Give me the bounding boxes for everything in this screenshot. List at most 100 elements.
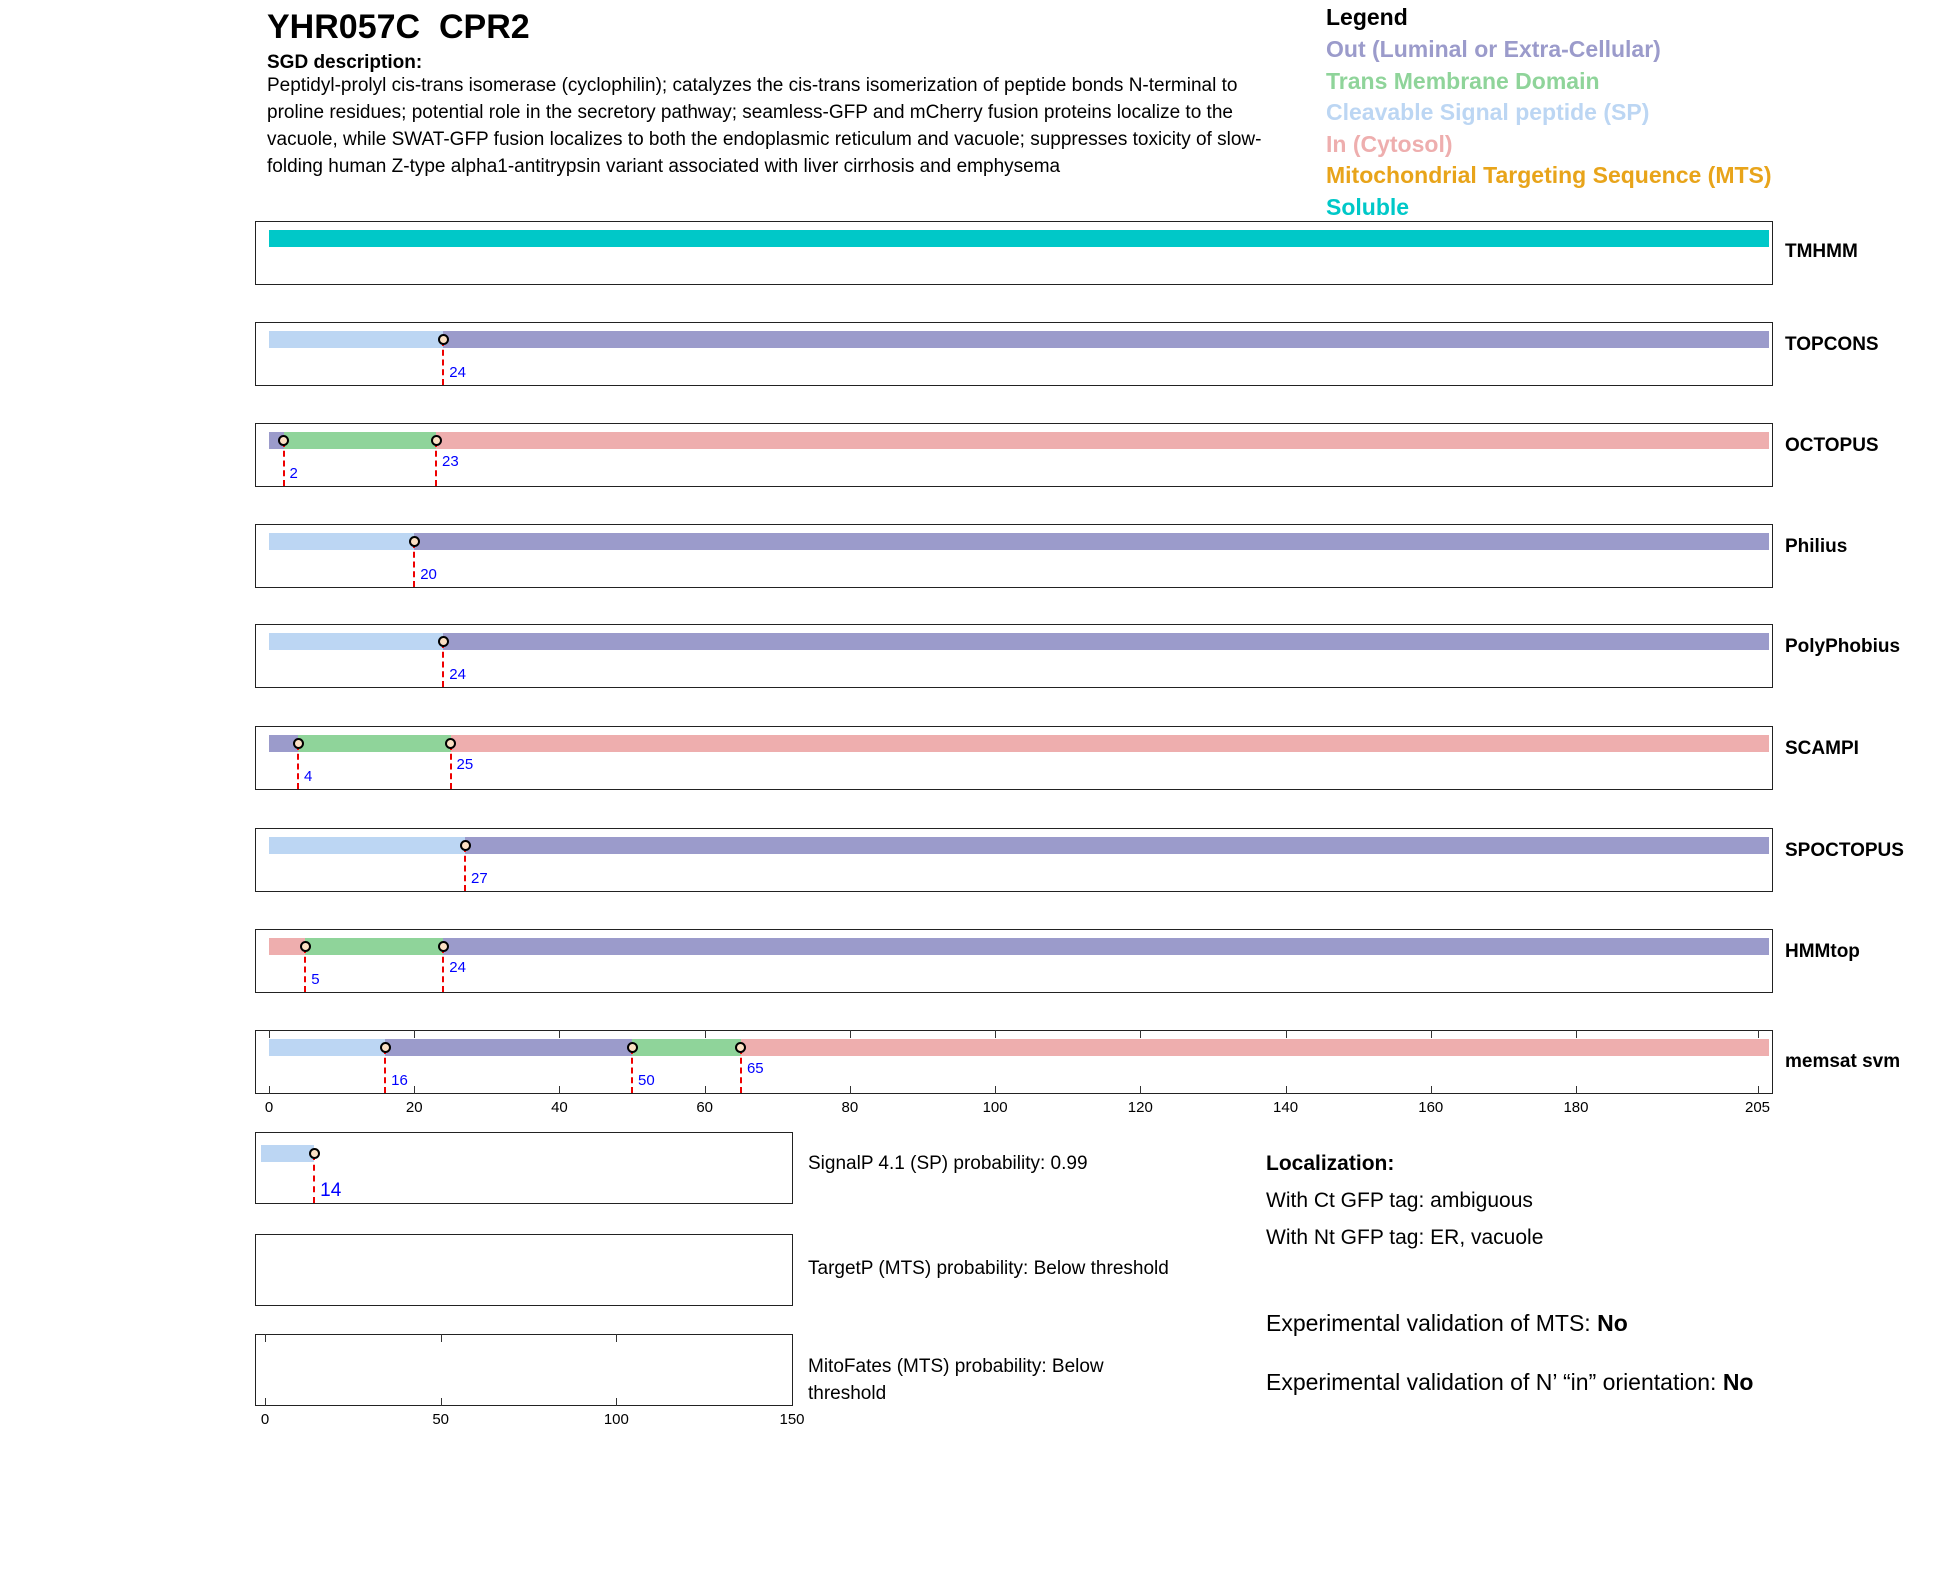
axis-tick (265, 1334, 266, 1342)
axis-tick (1285, 1030, 1287, 1038)
description-text: Peptidyl-prolyl cis-trans isomerase (cyc… (267, 75, 1262, 177)
axis-tick (559, 1030, 561, 1038)
marker-circle (437, 334, 449, 345)
track-label: SCAMPI (1785, 738, 1859, 759)
segment-sp (261, 1145, 315, 1162)
axis-tick (849, 1030, 851, 1038)
signalp-probability: SignalP 4.1 (SP) probability: 0.99 (808, 1153, 1088, 1174)
marker-circle (379, 1042, 391, 1053)
axis-tick (440, 1334, 442, 1342)
legend-item-in: In (Cytosol) (1326, 130, 1453, 157)
track-label: SPOCTOPUS (1785, 840, 1904, 861)
targetp-probability: TargetP (MTS) probability: Below thresho… (808, 1258, 1169, 1279)
axis-tick (440, 1398, 442, 1406)
axis-tick (559, 1086, 561, 1094)
mts-validation-value: No (1597, 1310, 1628, 1336)
axis-tick-label: 150 (779, 1411, 805, 1428)
segment-out (443, 633, 1769, 650)
cleavage-line (739, 1048, 742, 1093)
marker-label: 50 (638, 1072, 655, 1089)
axis-tick-label: 100 (982, 1099, 1008, 1116)
segment-sp (269, 1039, 386, 1056)
marker-label: 24 (449, 666, 466, 683)
legend-heading: Legend (1326, 4, 1408, 30)
axis-tick (1140, 1086, 1142, 1094)
mts-validation: Experimental validation of MTS: No (1266, 1310, 1628, 1337)
track-label: Philius (1785, 536, 1848, 557)
marker-circle (437, 636, 449, 647)
cleavage-line (413, 542, 416, 587)
cleavage-line (449, 744, 452, 789)
marker-label: 20 (420, 566, 437, 583)
legend-item-soluble: Soluble (1326, 193, 1410, 220)
marker-circle (430, 435, 442, 446)
marker-label: 27 (471, 870, 488, 887)
axis-tick (1285, 1086, 1287, 1094)
marker-label: 25 (456, 756, 474, 773)
marker-circle (437, 941, 449, 952)
segment-out (414, 533, 1769, 550)
axis-tick (1430, 1030, 1432, 1038)
segment-soluble (269, 230, 1769, 247)
axis-tick (1575, 1030, 1577, 1038)
cleavage-line (313, 1154, 316, 1203)
axis-tick-label: 100 (603, 1411, 629, 1428)
localization-heading: Localization: (1266, 1152, 1395, 1175)
axis-tick (616, 1334, 618, 1342)
track-label: TMHMM (1785, 241, 1858, 262)
axis-tick (414, 1030, 416, 1038)
marker-label: 16 (391, 1072, 408, 1089)
track-panel-targetp (255, 1234, 793, 1306)
axis-tick-label: 40 (551, 1099, 568, 1116)
segment-sp (269, 331, 444, 348)
axis-tick-label: 0 (264, 1099, 274, 1116)
segment-in (450, 735, 1769, 752)
axis-tick-label: 0 (260, 1411, 270, 1428)
cleavage-line (442, 947, 445, 992)
axis-tick-label: 160 (1418, 1099, 1444, 1116)
marker-label: 4 (304, 768, 313, 785)
mts-validation-label: Experimental validation of MTS: (1266, 1310, 1598, 1336)
track-label: TOPCONS (1785, 334, 1879, 355)
marker-circle (445, 738, 457, 749)
axis-tick (995, 1086, 997, 1094)
segment-out (269, 735, 299, 752)
track-label: HMMtop (1785, 941, 1860, 962)
cleavage-line (282, 441, 285, 486)
legend-item-out: Out (Luminal or Extra-Cellular) (1326, 36, 1661, 62)
cleavage-line (442, 642, 445, 687)
legend-item-tm: Trans Membrane Domain (1326, 67, 1600, 94)
axis-tick-label: 140 (1273, 1099, 1299, 1116)
axis-tick (1757, 1030, 1759, 1038)
segment-in (269, 938, 306, 955)
axis-tick (1575, 1086, 1577, 1094)
segment-tm (305, 938, 444, 955)
axis-tick (704, 1030, 706, 1038)
axis-tick (265, 1398, 266, 1406)
marker-circle (308, 1148, 320, 1159)
localization-nt: With Nt GFP tag: ER, vacuole (1266, 1226, 1544, 1249)
axis-tick (269, 1086, 270, 1094)
legend-item-mts: Mitochondrial Targeting Sequence (MTS) (1326, 162, 1772, 188)
axis-tick (1757, 1086, 1759, 1094)
nin-validation-value: No (1722, 1369, 1754, 1395)
segment-in (740, 1039, 1769, 1056)
nin-validation: Experimental validation of N’ “in” orien… (1266, 1369, 1753, 1396)
segment-in (436, 432, 1769, 449)
description-heading: SGD description: (267, 52, 423, 73)
localization-ct: With Ct GFP tag: ambiguous (1266, 1189, 1533, 1212)
segment-out (443, 331, 1769, 348)
axis-tick (849, 1086, 851, 1094)
axis-tick-label: 205 (1744, 1099, 1771, 1116)
marker-circle (278, 435, 290, 446)
marker-circle (299, 941, 311, 952)
axis-tick (1140, 1030, 1142, 1038)
track-panel-mitofates (255, 1334, 793, 1406)
axis-tick (269, 1030, 270, 1038)
axis-tick-label: 50 (432, 1411, 449, 1428)
marker-label: 65 (746, 1060, 764, 1077)
segment-out (443, 938, 1769, 955)
cleavage-line (631, 1048, 634, 1093)
cleavage-line (304, 947, 307, 992)
axis-tick (704, 1086, 706, 1094)
